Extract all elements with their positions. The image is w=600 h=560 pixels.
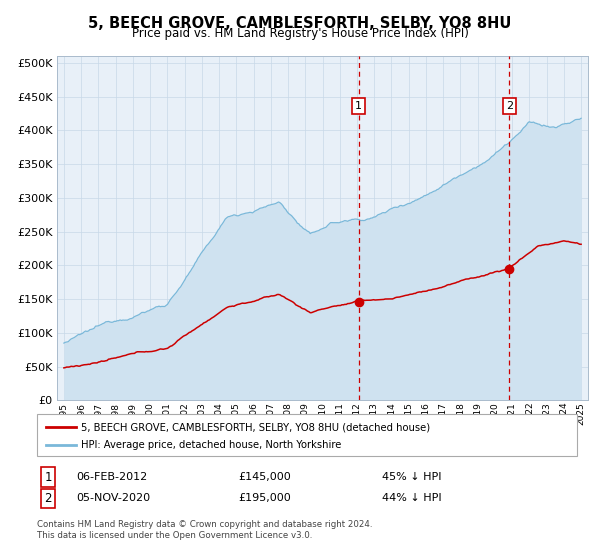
Text: HPI: Average price, detached house, North Yorkshire: HPI: Average price, detached house, Nort… [81, 440, 341, 450]
Text: Contains HM Land Registry data © Crown copyright and database right 2024.: Contains HM Land Registry data © Crown c… [37, 520, 373, 529]
Text: 2: 2 [506, 101, 513, 111]
Text: 1: 1 [44, 470, 52, 484]
Text: 05-NOV-2020: 05-NOV-2020 [76, 493, 151, 503]
Text: 45% ↓ HPI: 45% ↓ HPI [382, 472, 442, 482]
Text: 5, BEECH GROVE, CAMBLESFORTH, SELBY, YO8 8HU: 5, BEECH GROVE, CAMBLESFORTH, SELBY, YO8… [88, 16, 512, 31]
Text: £145,000: £145,000 [238, 472, 291, 482]
Text: 1: 1 [355, 101, 362, 111]
Text: 44% ↓ HPI: 44% ↓ HPI [382, 493, 442, 503]
Text: £195,000: £195,000 [238, 493, 291, 503]
Text: 06-FEB-2012: 06-FEB-2012 [76, 472, 148, 482]
Text: 2: 2 [44, 492, 52, 505]
Text: Price paid vs. HM Land Registry's House Price Index (HPI): Price paid vs. HM Land Registry's House … [131, 27, 469, 40]
Text: This data is licensed under the Open Government Licence v3.0.: This data is licensed under the Open Gov… [37, 531, 313, 540]
Text: 5, BEECH GROVE, CAMBLESFORTH, SELBY, YO8 8HU (detached house): 5, BEECH GROVE, CAMBLESFORTH, SELBY, YO8… [81, 422, 430, 432]
